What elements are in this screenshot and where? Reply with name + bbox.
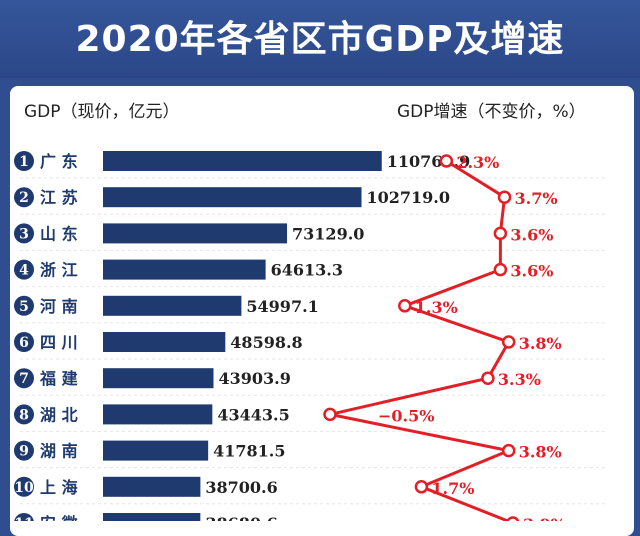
rank-badge [14,513,34,521]
province-label: 上 海 [40,478,78,497]
rank-number: 3 [19,226,29,242]
growth-point [414,480,429,494]
gdp-value-label: 43443.5 [217,405,289,424]
growth-point [493,262,508,277]
rank-badge [14,440,34,461]
rank-number: 10 [14,480,34,496]
province-label: 江 苏 [40,188,78,207]
gdp-bar [103,332,226,352]
gdp-value-label: 38680.6 [205,514,277,521]
province-label: 湖 北 [40,405,78,424]
growth-point [323,407,337,422]
province-label: 河 南 [40,297,78,316]
growth-label: −0.5% [378,406,434,425]
growth-label: 3.6% [510,225,553,244]
gdp-bar [103,151,382,171]
growth-label: 1.7% [431,479,474,498]
rank-badge [14,151,34,171]
province-label: 山 东 [40,224,78,243]
gdp-bar [103,223,288,244]
province-label: 四 川 [40,333,78,352]
gdp-bar [103,440,209,461]
gdp-bar [103,187,362,208]
gdp-value-label: 54997.1 [246,297,318,316]
gdp-bar [103,368,214,389]
rank-badge [14,368,34,389]
province-label: 安 徽 [40,514,79,521]
gdp-bar [103,259,266,280]
province-label: 广 东 [40,152,78,171]
gdp-value-label: 43903.9 [218,369,290,388]
rank-badge [14,476,34,497]
rank-badge [14,187,34,208]
rank-number: 9 [19,444,29,460]
rank-number: 4 [19,263,29,279]
gdp-value-label: 38700.6 [205,478,277,497]
province-label: 湖 南 [40,442,78,461]
rank-number: 7 [19,371,29,387]
growth-point [493,226,508,241]
growth-line [328,159,512,521]
gdp-bar [103,295,242,316]
rank-badge [14,404,34,425]
growth-point [398,299,412,313]
gdp-bar [103,513,201,521]
rank-badge [14,295,34,316]
gdp-value-label: 48598.8 [230,333,302,352]
gdp-bar [103,476,201,497]
growth-point [439,154,454,168]
province-label: 浙 江 [40,261,78,280]
gdp-value-label: 64613.3 [271,261,343,280]
header-band: 2020年各省区市GDP及增速 [0,0,640,78]
province-label: 福 建 [39,369,78,388]
gdp-value-label: 41781.5 [213,442,285,461]
growth-label: 3.3% [498,370,541,389]
chart-title: 2020年各省区市GDP及增速 [75,19,565,60]
rank-number: 11 [14,516,33,521]
growth-point [481,371,495,385]
growth-column-header: GDP增速（不变价，%） [397,102,586,122]
growth-point [497,190,512,204]
gdp-value-label: 102719.0 [367,188,451,207]
growth-label: 3.6% [510,262,553,281]
growth-label: 3.8% [519,334,562,353]
gdp-column-header: GDP（现价，亿元） [24,102,180,122]
growth-point [501,443,516,458]
rank-badge [14,259,34,280]
rank-number: 2 [19,190,29,206]
rank-number: 5 [19,299,29,315]
gdp-value-label: 73129.0 [292,224,364,243]
growth-label: 1.3% [415,298,458,317]
growth-label: 3.9% [523,515,566,521]
growth-label: 3.8% [519,443,562,462]
rank-number: 8 [19,407,29,423]
growth-point [506,516,520,521]
rank-badge [14,332,34,352]
rank-number: 1 [19,154,29,170]
rank-badge [14,223,34,244]
rank-number: 6 [19,335,29,351]
growth-label: 2.3% [456,153,499,172]
gdp-bar [103,404,213,425]
growth-point [501,335,516,349]
growth-label: 3.7% [515,189,558,208]
